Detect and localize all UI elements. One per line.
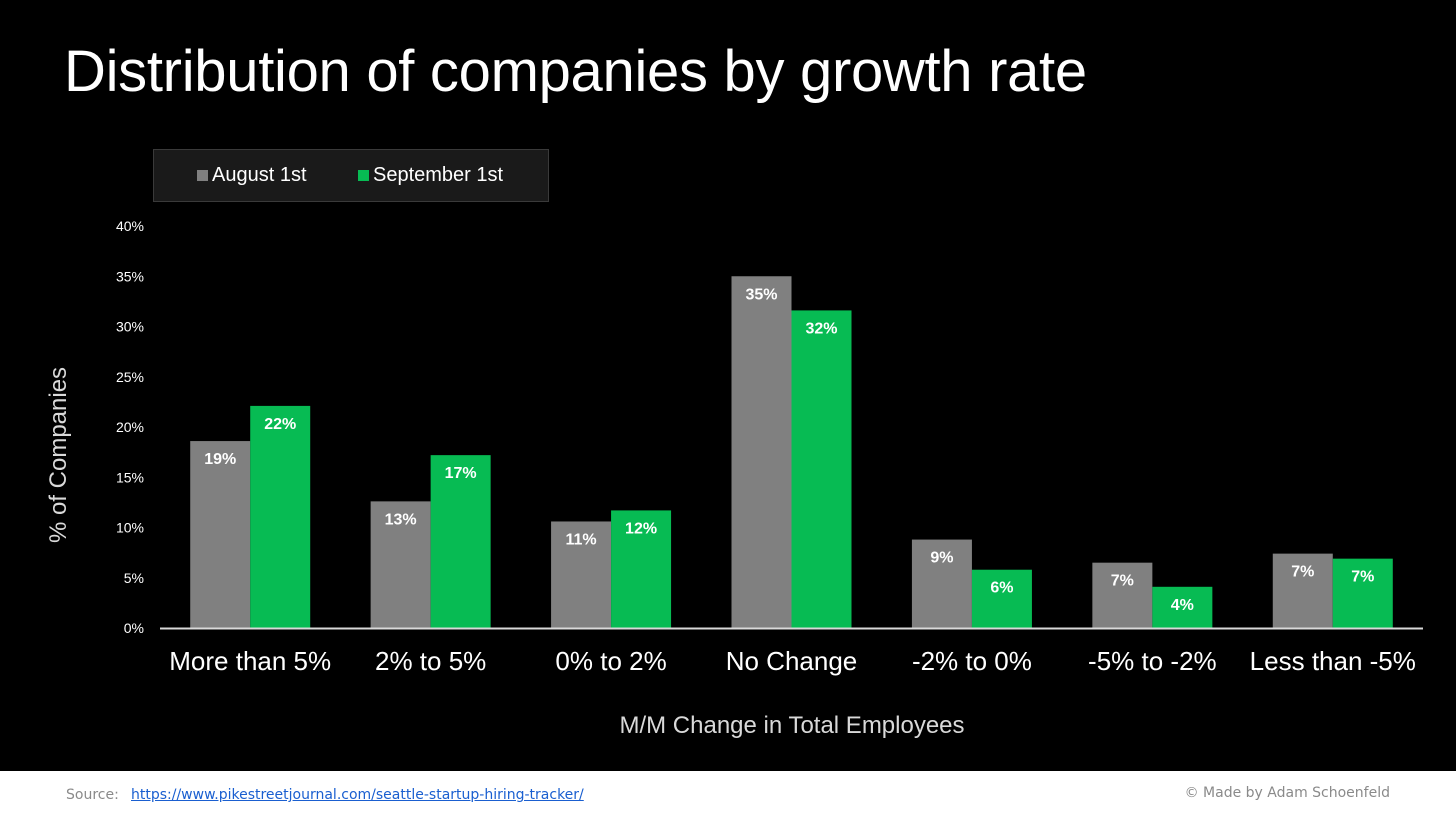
slide: Distribution of companies by growth rate…	[0, 0, 1456, 771]
bar-august	[911, 539, 972, 628]
y-tick-label: 25%	[116, 369, 144, 385]
y-tick-label: 35%	[116, 268, 144, 284]
y-tick-label: 5%	[124, 570, 144, 586]
data-label-september: 7%	[1351, 569, 1374, 586]
data-label-august: 11%	[566, 531, 597, 548]
y-tick-label: 0%	[124, 620, 144, 636]
y-tick-label: 40%	[116, 218, 144, 234]
bar-september	[791, 310, 852, 628]
data-label-september: 6%	[990, 580, 1013, 597]
source-link[interactable]: https://www.pikestreetjournal.com/seattl…	[131, 787, 584, 803]
bar-august	[1092, 562, 1153, 628]
data-label-august: 13%	[385, 511, 417, 528]
y-tick-label: 10%	[116, 520, 144, 536]
bar-september	[430, 455, 491, 628]
page-title: Distribution of companies by growth rate	[64, 39, 1087, 104]
bar-august	[1272, 553, 1333, 628]
x-tick-label: Less than -5%	[1250, 646, 1416, 676]
bar-september	[971, 569, 1032, 628]
y-axis-title: % of Companies	[45, 367, 72, 543]
legend-swatch-september	[358, 170, 369, 181]
data-label-september: 17%	[445, 465, 477, 482]
x-tick-label: -5% to -2%	[1088, 646, 1217, 676]
bar-september	[1152, 586, 1213, 628]
footer: Source: https://www.pikestreetjournal.co…	[0, 771, 1456, 821]
bar-september	[1332, 558, 1393, 628]
legend-swatch-august	[197, 170, 208, 181]
y-tick-label: 30%	[116, 319, 144, 335]
bar-september	[611, 510, 672, 628]
data-label-august: 9%	[930, 550, 953, 567]
bar-august	[190, 441, 251, 628]
bar-august	[370, 501, 431, 628]
data-label-september: 22%	[264, 416, 296, 433]
bar-august	[551, 521, 612, 628]
x-tick-label: -2% to 0%	[912, 646, 1032, 676]
y-tick-label: 20%	[116, 419, 144, 435]
legend: August 1st September 1st	[153, 149, 549, 202]
legend-label-august: August 1st	[212, 164, 307, 186]
data-label-september: 12%	[625, 520, 657, 537]
x-tick-label: No Change	[726, 646, 858, 676]
legend-label-september: September 1st	[373, 164, 504, 186]
legend-item-september: September 1st	[358, 164, 503, 187]
x-tick-label: 0% to 2%	[555, 646, 666, 676]
x-tick-label: More than 5%	[169, 646, 331, 676]
legend-item-august: August 1st	[197, 164, 307, 187]
data-label-august: 7%	[1291, 564, 1314, 581]
data-label-august: 35%	[745, 286, 777, 303]
x-axis-title: M/M Change in Total Employees	[619, 712, 964, 739]
data-label-august: 7%	[1111, 573, 1134, 590]
data-label-september: 4%	[1171, 597, 1194, 614]
y-tick-label: 15%	[116, 469, 144, 485]
source-label: Source:	[66, 787, 119, 803]
bar-september	[250, 405, 311, 628]
data-label-september: 32%	[805, 320, 837, 337]
bar-august	[731, 276, 792, 628]
credit-text: © Made by Adam Schoenfeld	[1184, 785, 1390, 801]
data-label-august: 19%	[204, 451, 236, 468]
x-tick-label: 2% to 5%	[375, 646, 486, 676]
bar-chart: 0% 5% 10% 15% 20% 25% 30% 35% 40% % of Companies 1…	[45, 218, 1423, 739]
